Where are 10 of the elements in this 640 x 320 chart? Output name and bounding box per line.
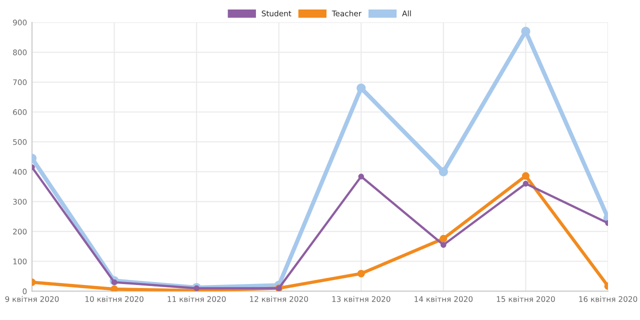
point (358, 174, 364, 180)
point (522, 180, 529, 187)
point (438, 167, 448, 176)
point (110, 285, 118, 292)
point (440, 234, 448, 242)
point (111, 279, 118, 286)
point (357, 270, 365, 278)
point (522, 172, 530, 180)
point (440, 242, 446, 248)
point (356, 84, 366, 93)
